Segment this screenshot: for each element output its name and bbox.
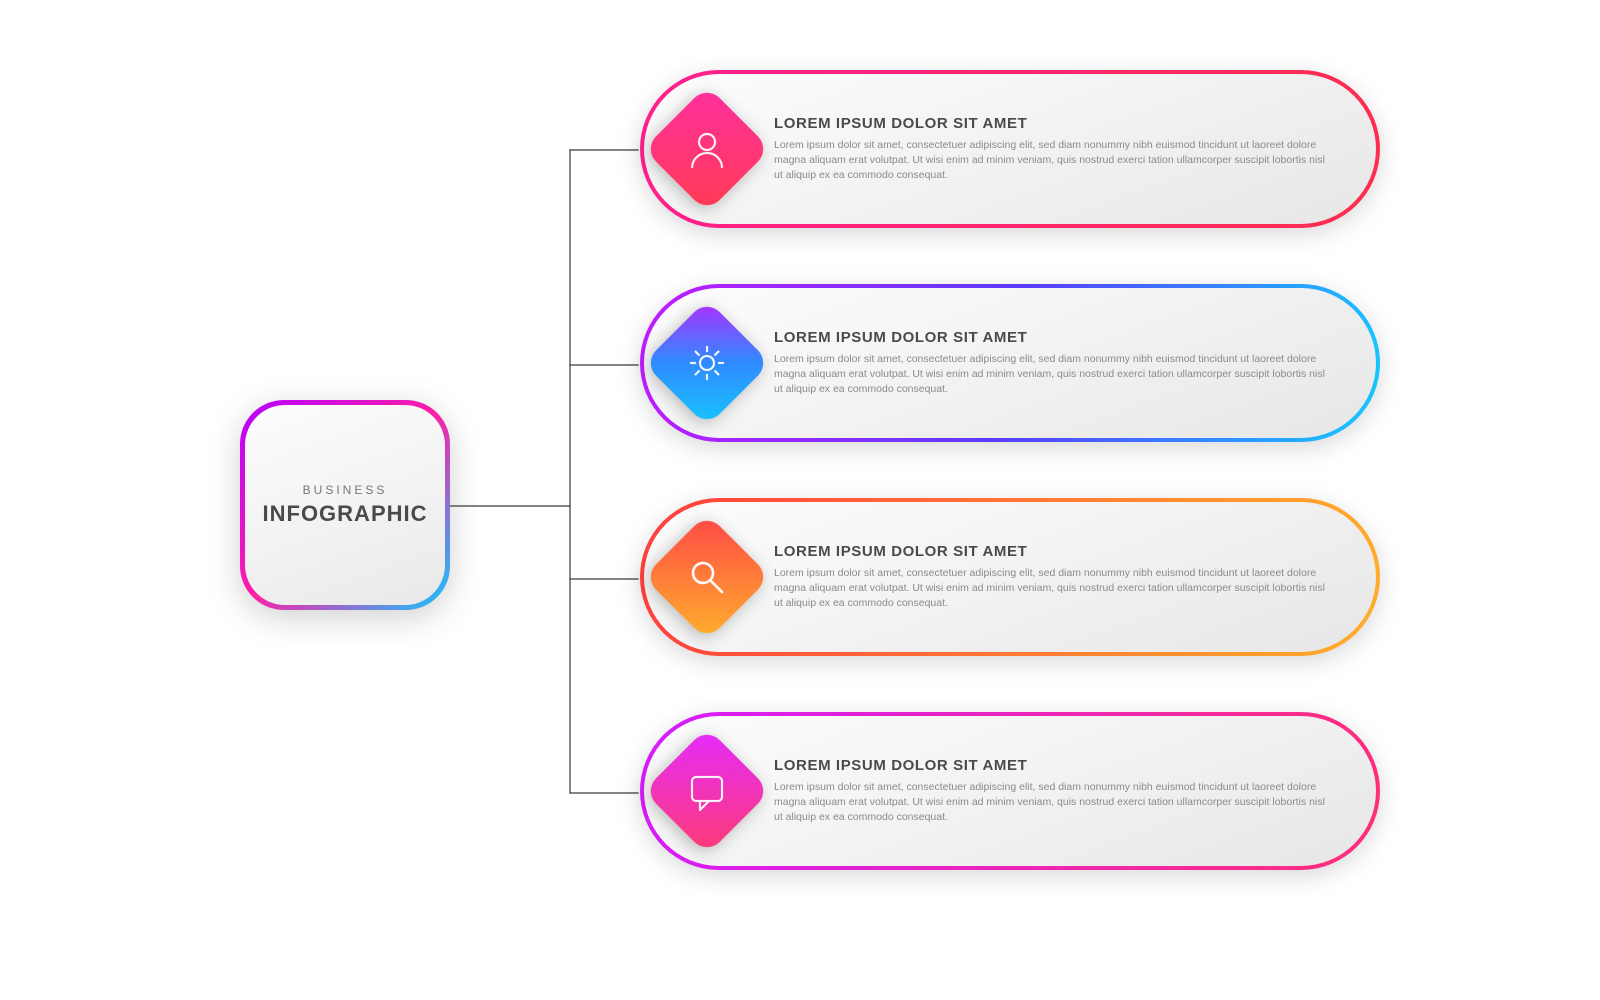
info-card-inner: LOREM IPSUM DOLOR SIT AMET Lorem ipsum do… — [644, 502, 1376, 652]
center-box-border: BUSINESS INFOGRAPHIC — [240, 400, 450, 610]
card-text: LOREM IPSUM DOLOR SIT AMET Lorem ipsum do… — [774, 543, 1336, 612]
card-title: LOREM IPSUM DOLOR SIT AMET — [774, 115, 1336, 132]
center-big-label: INFOGRAPHIC — [263, 501, 428, 527]
infographic-stage: BUSINESS INFOGRAPHIC LOREM IPSUM DOLOR S… — [180, 70, 1420, 930]
cards-container: LOREM IPSUM DOLOR SIT AMET Lorem ipsum do… — [640, 70, 1380, 930]
center-small-label: BUSINESS — [303, 483, 388, 497]
card-title: LOREM IPSUM DOLOR SIT AMET — [774, 757, 1336, 774]
card-title: LOREM IPSUM DOLOR SIT AMET — [774, 329, 1336, 346]
chat-icon — [684, 768, 730, 814]
card-body: Lorem ipsum dolor sit amet, consectetuer… — [774, 352, 1336, 398]
info-card-1: LOREM IPSUM DOLOR SIT AMET Lorem ipsum do… — [640, 70, 1380, 228]
info-card-inner: LOREM IPSUM DOLOR SIT AMET Lorem ipsum do… — [644, 716, 1376, 866]
search-diamond — [643, 513, 770, 640]
gear-icon — [684, 340, 730, 386]
card-title: LOREM IPSUM DOLOR SIT AMET — [774, 543, 1336, 560]
card-text: LOREM IPSUM DOLOR SIT AMET Lorem ipsum do… — [774, 757, 1336, 826]
card-text: LOREM IPSUM DOLOR SIT AMET Lorem ipsum do… — [774, 115, 1336, 184]
user-icon — [684, 126, 730, 172]
center-box: BUSINESS INFOGRAPHIC — [245, 405, 445, 605]
card-body: Lorem ipsum dolor sit amet, consectetuer… — [774, 138, 1336, 184]
card-body: Lorem ipsum dolor sit amet, consectetuer… — [774, 566, 1336, 612]
user-diamond — [643, 85, 770, 212]
search-icon — [684, 554, 730, 600]
info-card-4: LOREM IPSUM DOLOR SIT AMET Lorem ipsum do… — [640, 712, 1380, 870]
chat-diamond — [643, 727, 770, 854]
gear-diamond — [643, 299, 770, 426]
info-card-2: LOREM IPSUM DOLOR SIT AMET Lorem ipsum do… — [640, 284, 1380, 442]
card-body: Lorem ipsum dolor sit amet, consectetuer… — [774, 780, 1336, 826]
info-card-inner: LOREM IPSUM DOLOR SIT AMET Lorem ipsum do… — [644, 74, 1376, 224]
info-card-inner: LOREM IPSUM DOLOR SIT AMET Lorem ipsum do… — [644, 288, 1376, 438]
info-card-3: LOREM IPSUM DOLOR SIT AMET Lorem ipsum do… — [640, 498, 1380, 656]
connector-lines — [450, 70, 670, 930]
card-text: LOREM IPSUM DOLOR SIT AMET Lorem ipsum do… — [774, 329, 1336, 398]
